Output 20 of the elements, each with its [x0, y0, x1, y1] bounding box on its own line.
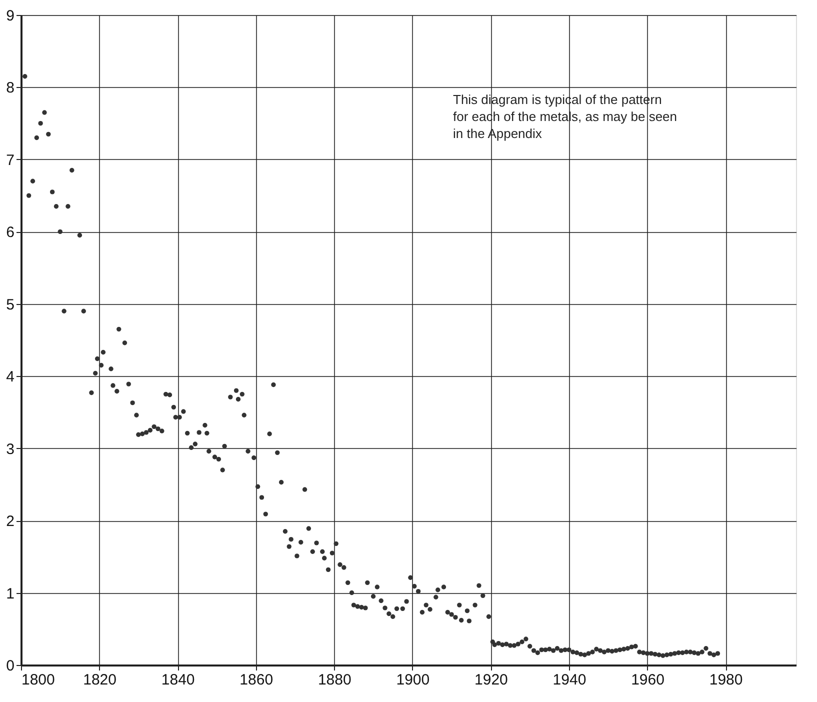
x-tick-label: 1960 [631, 672, 664, 688]
x-tick-label: 1900 [396, 672, 430, 688]
x-tick-label: 1940 [552, 672, 586, 688]
x-tick-label: 1980 [709, 672, 743, 688]
x-tick-label: 1880 [318, 672, 352, 688]
x-tick-label: 1920 [474, 672, 508, 688]
y-tick-label: 0 [6, 658, 14, 674]
x-tick-label: 1800 [22, 672, 55, 688]
x-tick-label: 1820 [83, 672, 116, 688]
y-tick-label: 5 [6, 296, 14, 314]
y-tick-label: 4 [6, 368, 14, 386]
y-tick-label: 3 [6, 440, 14, 458]
y-tick-label: 7 [6, 152, 14, 169]
y-tick-label: 9 [6, 8, 14, 24]
y-tick-label: 8 [6, 80, 14, 97]
x-tick-label: 1860 [240, 672, 274, 688]
y-tick-label: 1 [6, 585, 14, 602]
y-tick-label: 2 [6, 513, 14, 530]
y-tick-label: 6 [6, 224, 14, 242]
x-tick-label: 1840 [161, 672, 195, 688]
